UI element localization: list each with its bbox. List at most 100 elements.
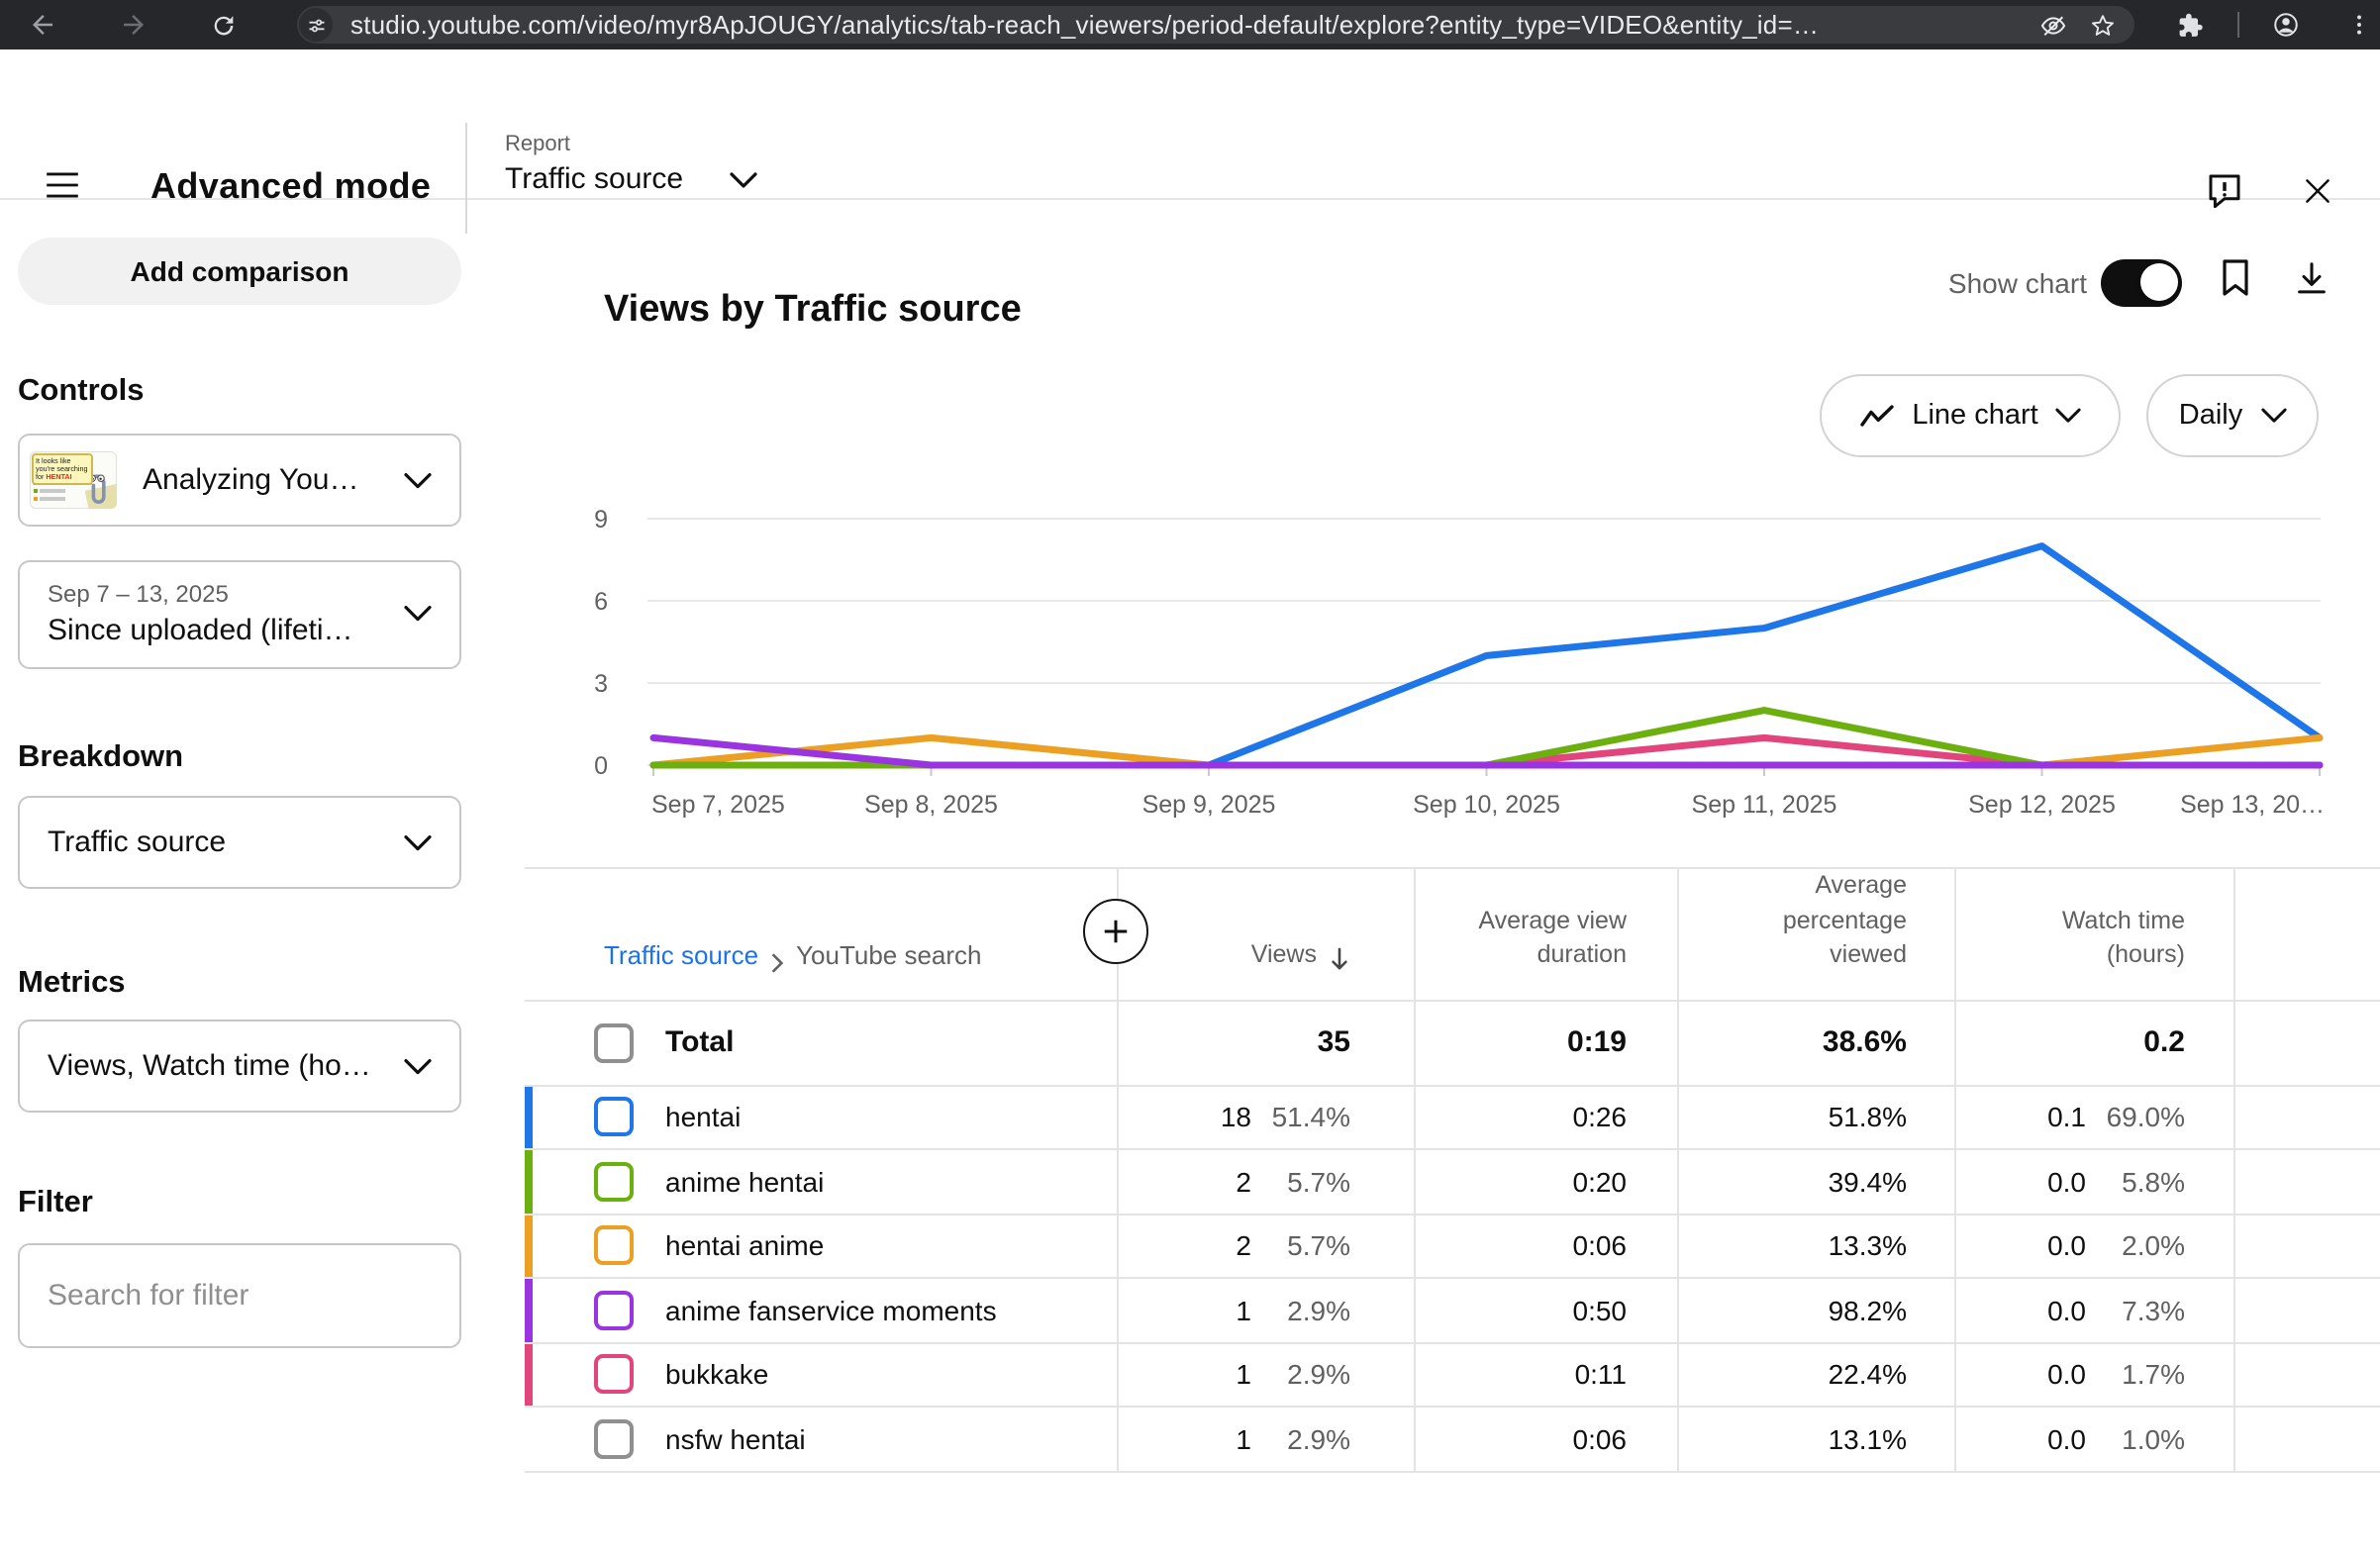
filter-search-input[interactable]	[18, 1243, 461, 1348]
profile-icon[interactable]	[2271, 10, 2301, 40]
breadcrumb-youtube-search: YouTube search	[796, 939, 982, 970]
date-range-value: Since uploaded (lifeti…	[48, 614, 353, 647]
controls-heading: Controls	[18, 374, 145, 408]
chart-x-axis-labels: Sep 7, 2025 Sep 8, 2025 Sep 9, 2025 Sep …	[651, 791, 2325, 819]
watch-pct: 2.0%	[2122, 1229, 2185, 1262]
add-comparison-button[interactable]: Add comparison	[18, 238, 461, 305]
watch-pct: 69.0%	[2106, 1101, 2185, 1133]
add-metric-column-button[interactable]	[1083, 898, 1148, 963]
download-icon[interactable]	[2293, 259, 2330, 297]
report-selector[interactable]: Report Traffic source	[505, 133, 683, 196]
breadcrumb-traffic-source-link[interactable]: Traffic source	[604, 939, 759, 970]
column-header-avg-view-duration[interactable]: Average view duration	[1416, 868, 1678, 1002]
column-header-watch-time[interactable]: Watch time (hours)	[1956, 868, 2234, 1002]
row-views: 1 2.9%	[1119, 1279, 1416, 1343]
report-chevron-down-icon[interactable]	[729, 172, 758, 190]
reload-icon[interactable]	[208, 10, 238, 40]
breakdown-heading: Breakdown	[18, 740, 184, 774]
url-text[interactable]: studio.youtube.com/video/myr8ApJOUGY/ana…	[350, 10, 1820, 40]
row-label: anime fanservice moments	[665, 1294, 997, 1326]
table-row-name[interactable]: bukkake	[525, 1343, 1119, 1408]
row-checkbox[interactable]	[594, 1290, 634, 1330]
sort-descending-icon	[1332, 947, 1347, 970]
row-checkbox[interactable]	[594, 1354, 634, 1395]
row-checkbox[interactable]	[594, 1418, 634, 1459]
row-checkbox[interactable]	[594, 1225, 634, 1266]
row-empty-cell	[2234, 1086, 2380, 1150]
browser-menu-icon[interactable]	[2344, 10, 2374, 40]
close-icon[interactable]	[2301, 174, 2334, 208]
svg-text:Sep 13, 20…: Sep 13, 20…	[2180, 791, 2325, 819]
chart-type-label: Line chart	[1912, 400, 2038, 432]
table-row-name[interactable]: hentai	[525, 1086, 1119, 1150]
menu-hamburger-icon[interactable]	[44, 170, 81, 200]
row-watch-time: 0.0 7.3%	[1956, 1279, 2234, 1343]
privacy-eye-off-icon[interactable]	[2039, 11, 2067, 39]
views-pct: 5.7%	[1287, 1165, 1350, 1198]
show-chart-toggle[interactable]	[2101, 258, 2182, 306]
report-label: Report	[505, 133, 571, 156]
svg-text:Sep 11, 2025: Sep 11, 2025	[1692, 791, 1837, 819]
row-watch-time: 0.0 5.8%	[1956, 1150, 2234, 1215]
column-header-avg-percentage-viewed[interactable]: Average percentage viewed	[1678, 868, 1956, 1002]
views-pct: 2.9%	[1287, 1294, 1350, 1326]
watch-pct: 1.7%	[2122, 1358, 2185, 1391]
forward-icon[interactable]	[119, 10, 149, 40]
table-row-name[interactable]: anime hentai	[525, 1150, 1119, 1215]
chart-line-anime-hentai	[649, 707, 2324, 769]
row-label: hentai	[665, 1101, 742, 1133]
row-avg-view-duration: 0:11	[1416, 1343, 1678, 1408]
breakdown-selector[interactable]: Traffic source	[18, 796, 461, 889]
save-bookmark-icon[interactable]	[2220, 257, 2251, 299]
row-avg-view-duration: 0:20	[1416, 1150, 1678, 1215]
url-bar[interactable]: studio.youtube.com/video/myr8ApJOUGY/ana…	[297, 6, 2134, 44]
column-header-views[interactable]: Views	[1119, 868, 1416, 1002]
extensions-icon[interactable]	[2174, 10, 2204, 40]
chevron-down-icon	[404, 1058, 432, 1074]
filter-heading: Filter	[18, 1186, 93, 1219]
plus-icon	[1104, 919, 1128, 942]
feedback-icon[interactable]	[2204, 168, 2245, 212]
total-checkbox[interactable]	[594, 1022, 634, 1063]
chart-type-button[interactable]: Line chart	[1820, 374, 2121, 457]
date-range-selector[interactable]: Sep 7 – 13, 2025 Since uploaded (lifeti…	[18, 559, 461, 668]
watch-value: 0.1	[2047, 1101, 2086, 1133]
views-value: 2	[1236, 1165, 1251, 1198]
row-empty-cell	[2234, 1279, 2380, 1343]
report-title: Views by Traffic source	[604, 289, 1022, 331]
back-icon[interactable]	[28, 10, 57, 40]
watch-pct: 5.8%	[2122, 1165, 2185, 1198]
row-checkbox[interactable]	[594, 1097, 634, 1137]
metrics-value: Views, Watch time (ho…	[48, 1049, 371, 1083]
chart-x-ticks	[652, 765, 2321, 776]
total-avg-view-duration: 0:19	[1416, 1002, 1678, 1086]
metrics-selector[interactable]: Views, Watch time (ho…	[18, 1020, 461, 1113]
breakdown-value: Traffic source	[48, 826, 227, 859]
row-checkbox[interactable]	[594, 1161, 634, 1202]
watch-pct: 7.3%	[2122, 1294, 2185, 1326]
chevron-down-icon	[2056, 408, 2082, 423]
table-row-name[interactable]: nsfw hentai	[525, 1408, 1119, 1472]
row-avg-view-duration: 0:26	[1416, 1086, 1678, 1150]
video-selector[interactable]: It looks like you're searching for HENTA…	[18, 434, 461, 527]
table-row-name[interactable]: hentai anime	[525, 1215, 1119, 1279]
row-empty-cell	[2234, 1150, 2380, 1215]
site-settings-icon[interactable]	[299, 8, 333, 42]
chart-line-hentai-anime	[649, 733, 2324, 769]
chart-line-bukkake	[649, 733, 2324, 769]
traffic-source-table: Traffic source YouTube search Views Aver…	[525, 866, 2380, 1472]
row-avg-view-duration: 0:06	[1416, 1408, 1678, 1472]
watch-pct: 1.0%	[2122, 1422, 2185, 1455]
table-row-name[interactable]: anime fanservice moments	[525, 1279, 1119, 1343]
granularity-button[interactable]: Daily	[2146, 374, 2319, 457]
watch-value: 0.0	[2047, 1294, 2086, 1326]
svg-text:Sep 8, 2025: Sep 8, 2025	[864, 791, 998, 819]
watch-value: 0.0	[2047, 1229, 2086, 1262]
chart-series	[649, 542, 2324, 769]
metrics-heading: Metrics	[18, 966, 126, 1000]
total-views: 35	[1119, 1002, 1416, 1086]
row-views: 2 5.7%	[1119, 1215, 1416, 1279]
bookmark-star-icon[interactable]	[2089, 11, 2117, 39]
row-views: 18 51.4%	[1119, 1086, 1416, 1150]
row-color-strip	[525, 1150, 533, 1213]
